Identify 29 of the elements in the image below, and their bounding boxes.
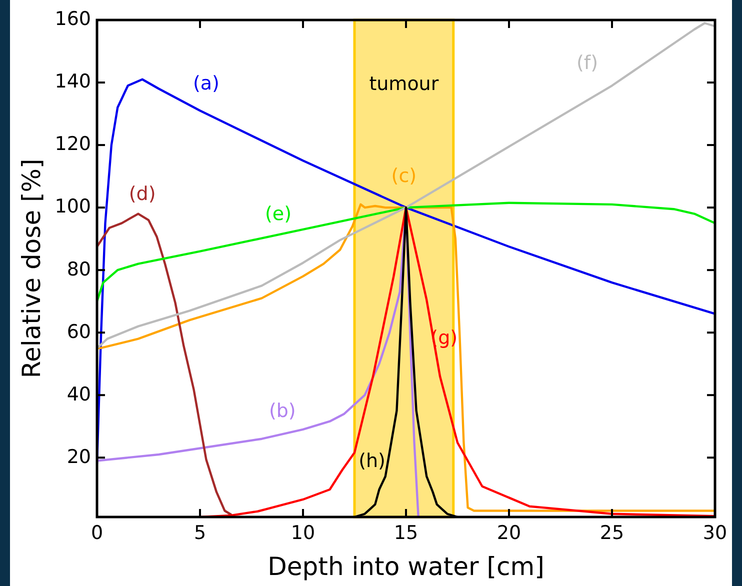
- line-series: [97, 22, 715, 350]
- x-tick-label: 5: [194, 522, 206, 544]
- x-axis-title: Depth into water [cm]: [268, 552, 544, 581]
- x-tick-label: 0: [90, 522, 104, 544]
- y-tick-label: 140: [54, 70, 91, 93]
- y-tick-label: 40: [66, 383, 91, 406]
- y-tick-label: 60: [66, 320, 91, 343]
- y-tick-label: 100: [54, 196, 91, 218]
- series-label: (f): [576, 52, 598, 74]
- series-label: (c): [391, 165, 417, 188]
- x-tick-label: 20: [496, 522, 522, 544]
- line-series: [97, 202, 715, 302]
- x-tick-label: 15: [394, 522, 418, 544]
- series-label: (e): [265, 203, 292, 226]
- series-label: (a): [192, 72, 220, 94]
- series-label: (d): [128, 183, 156, 206]
- y-axis-title: Relative dose [%]: [17, 158, 46, 378]
- line-series: [97, 212, 232, 516]
- line-series: [97, 203, 715, 512]
- y-tick-label: 160: [54, 8, 91, 30]
- y-tick-label: 80: [66, 258, 91, 280]
- series-label: (b): [268, 400, 296, 422]
- y-tick-label: 120: [54, 133, 91, 156]
- x-tick-label: 30: [702, 522, 728, 544]
- band-label: tumour: [369, 73, 439, 95]
- y-tick-label: 20: [66, 446, 91, 468]
- x-tick-label: 10: [290, 522, 316, 544]
- series-label: (h): [358, 450, 386, 472]
- x-tick-label: 25: [600, 522, 624, 544]
